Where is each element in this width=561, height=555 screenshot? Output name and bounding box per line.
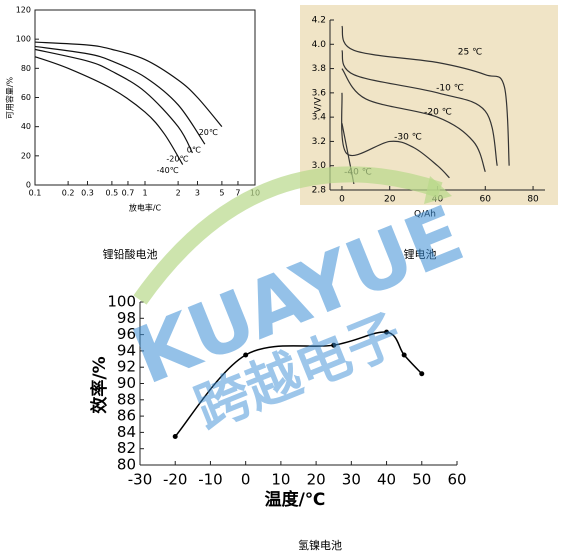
y-tick-label: 90 [117,374,136,392]
data-point [384,329,390,335]
decor-arrow [133,166,443,305]
y-tick-label: 82 [117,439,136,457]
series-label: 25 ℃ [458,48,482,58]
y-tick-label: 4.2 [312,16,326,26]
y-tick-label: 3.2 [312,137,326,147]
x-tick-label: 1 [142,189,147,198]
y-tick-label: 3.4 [312,113,327,123]
x-tick-label: 5 [219,189,224,198]
series-line [341,50,498,166]
series-label: 20℃ [199,128,218,137]
x-tick-label: 30 [342,471,361,489]
x-tick-label: 20 [384,195,396,205]
x-tick-label: 10 [271,471,290,489]
series-line [34,56,184,165]
y-tick-label: 88 [117,390,136,408]
y-tick-label: 120 [16,6,31,15]
y-tick-label: 80 [117,456,136,474]
x-tick-label: 0 [241,471,251,489]
x-tick-label: 7 [235,189,240,198]
x-tick-label: 2 [176,189,181,198]
data-point [243,352,249,358]
data-point [401,352,407,358]
x-tick-label: 0.1 [29,189,42,198]
chart-caption: 锂电池 [404,247,437,261]
x-tick-label: 60 [480,195,492,205]
series-line [34,45,206,145]
y-tick-label: 96 [117,325,136,343]
x-tick-label: -30 [128,471,153,489]
y-tick-label: 100 [107,293,136,311]
x-tick-label: -10 [198,471,223,489]
x-axis-label: 温度/℃ [265,489,326,510]
y-tick-label: 2.8 [312,186,327,196]
series-label: -40℃ [157,166,179,175]
series-line [341,92,450,179]
y-tick-label: 20 [21,151,31,160]
y-axis-label: 可用容量/% [5,76,15,119]
x-tick-label: 20 [307,471,326,489]
x-tick-label: 0.5 [106,189,119,198]
x-tick-label: 40 [377,471,396,489]
y-tick-label: 86 [117,407,136,425]
x-tick-label: -20 [163,471,188,489]
y-axis-label: 效率/% [89,356,110,413]
y-tick-label: 84 [117,423,136,441]
y-tick-label: 80 [21,64,31,73]
series-label: -30 ℃ [394,133,422,143]
series-label: -20℃ [166,154,188,163]
decor-arrowhead [424,176,452,204]
y-tick-label: 94 [117,341,136,359]
x-tick-label: 60 [447,471,466,489]
y-tick-label: 60 [21,93,31,102]
y-tick-label: 3.8 [312,64,327,74]
y-tick-label: 3.6 [312,88,327,98]
series-line [34,41,223,128]
x-axis-label: 放电率/C [129,203,162,213]
series-line [341,68,486,173]
series-label: -10 ℃ [436,84,464,94]
series-line [34,48,193,154]
x-tick-label: 3 [195,189,200,198]
y-tick-label: 40 [21,122,31,131]
x-tick-label: 50 [412,471,431,489]
x-tick-label: 0.3 [81,189,94,198]
data-point [419,371,425,377]
chart-caption: 锂铅酸电池 [103,247,158,261]
series-label: 0℃ [187,146,201,155]
data-point [172,433,178,439]
y-tick-label: 98 [117,309,136,327]
series-line [341,25,510,166]
y-tick-label: 0 [26,181,31,190]
x-tick-label: 80 [527,195,539,205]
x-tick-label: 0.2 [62,189,75,198]
x-tick-label: 0 [339,195,345,205]
plot-frame [34,9,256,186]
y-tick-label: 4.0 [312,40,327,50]
chart-caption: 氢镍电池 [298,538,342,552]
x-tick-label: 0.7 [122,189,135,198]
x-axis-label: Q/Ah [414,210,436,220]
y-tick-label: 100 [16,35,31,44]
y-tick-label: 3.0 [312,161,327,171]
y-axis-label: V/V [314,96,324,112]
data-point [331,342,337,348]
y-tick-label: 92 [117,358,136,376]
series-label: -20 ℃ [424,108,452,118]
